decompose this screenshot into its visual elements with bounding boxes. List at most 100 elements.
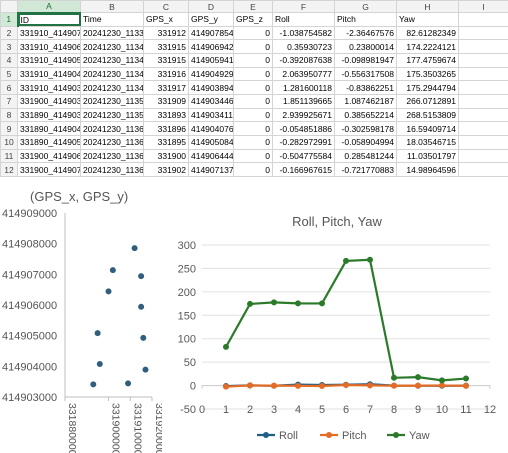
- cell-g8[interactable]: 0.385652214: [334, 107, 397, 123]
- cell-g12[interactable]: -0.721770883: [334, 162, 397, 177]
- cell-b11[interactable]: 20241230_113646: [80, 148, 144, 164]
- row-header-1[interactable]: 1: [0, 12, 19, 27]
- cell-i1[interactable]: [458, 12, 508, 27]
- cell-b9[interactable]: 20241230_113602: [80, 121, 144, 136]
- cell-g1[interactable]: Pitch: [334, 12, 397, 27]
- legend-item-roll[interactable]: Roll: [257, 430, 298, 442]
- legend-item-pitch[interactable]: Pitch: [320, 430, 366, 442]
- cell-f10[interactable]: -0.282972991: [272, 134, 335, 150]
- data-point-yaw[interactable]: [271, 299, 277, 306]
- cell-b2[interactable]: 20241230_113359: [80, 25, 144, 41]
- cell-c12[interactable]: 331902: [143, 162, 189, 177]
- data-point-yaw[interactable]: [295, 300, 301, 307]
- cell-c6[interactable]: 331917: [143, 80, 189, 95]
- scatter-point[interactable]: [140, 334, 147, 341]
- cell-g7[interactable]: 1.087462187: [334, 93, 397, 109]
- cell-c2[interactable]: 331912: [143, 25, 189, 41]
- cell-d2[interactable]: 414907854: [188, 25, 234, 41]
- cell-a8[interactable]: 331890_4149030: [17, 107, 81, 123]
- cell-a6[interactable]: 331910_4149030: [17, 80, 81, 95]
- cell-e2[interactable]: 0: [233, 25, 273, 41]
- scatter-point[interactable]: [131, 245, 138, 252]
- row-header-12[interactable]: 12: [0, 162, 18, 177]
- row-header-10[interactable]: 10: [0, 134, 18, 150]
- column-header-g[interactable]: G: [334, 0, 397, 13]
- data-point-pitch[interactable]: [463, 382, 469, 389]
- cell-f12[interactable]: -0.166967615: [272, 162, 335, 177]
- column-header-d[interactable]: D: [188, 0, 234, 13]
- cell-a9[interactable]: 331890_4149040: [17, 121, 81, 136]
- cell-h6[interactable]: 175.2944794: [396, 80, 459, 95]
- scatter-point[interactable]: [109, 267, 116, 274]
- gps-scatter-chart[interactable]: (GPS_x, GPS_y) 414903000 414904000 4149050…: [0, 177, 162, 453]
- cell-e5[interactable]: 0: [233, 66, 273, 82]
- data-point-yaw[interactable]: [367, 256, 373, 263]
- cell-h9[interactable]: 16.59409714: [396, 121, 459, 136]
- cell-h7[interactable]: 266.0712891: [396, 93, 459, 109]
- cell-b7[interactable]: 20241230_113517: [80, 93, 144, 109]
- cell-f6[interactable]: 1.281600118: [272, 80, 335, 95]
- row-header-8[interactable]: 8: [0, 107, 18, 123]
- cell-a1[interactable]: ID: [17, 12, 81, 27]
- cell-b5[interactable]: 20241230_113444: [80, 66, 144, 82]
- cell-d3[interactable]: 414906942: [188, 39, 234, 54]
- cell-c11[interactable]: 331900: [143, 148, 189, 164]
- cell-a5[interactable]: 331910_4149040: [17, 66, 81, 82]
- cell-a3[interactable]: 331910_4149060: [17, 39, 81, 54]
- data-point-pitch[interactable]: [271, 382, 277, 389]
- cell-i11[interactable]: [458, 148, 508, 164]
- data-point-pitch[interactable]: [319, 382, 325, 389]
- column-header-h[interactable]: H: [396, 0, 459, 13]
- scatter-point[interactable]: [125, 380, 132, 387]
- cell-e3[interactable]: 0: [233, 39, 273, 54]
- cell-h12[interactable]: 14.98964596: [396, 162, 459, 177]
- cell-c5[interactable]: 331916: [143, 66, 189, 82]
- cell-f9[interactable]: -0.054851886: [272, 121, 335, 136]
- cell-h10[interactable]: 18.03546715: [396, 134, 459, 150]
- cell-c10[interactable]: 331895: [143, 134, 189, 150]
- cell-i2[interactable]: [458, 25, 508, 41]
- row-header-11[interactable]: 11: [0, 148, 18, 164]
- column-header-f[interactable]: F: [272, 0, 335, 13]
- data-point-yaw[interactable]: [391, 374, 397, 381]
- cell-h2[interactable]: 82.61282349: [396, 25, 459, 41]
- column-header-e[interactable]: E: [233, 0, 273, 13]
- cell-d8[interactable]: 414903411: [188, 107, 234, 123]
- scatter-point[interactable]: [96, 361, 103, 368]
- cell-b8[interactable]: 20241230_113530: [80, 107, 144, 123]
- cell-f3[interactable]: 0.35930723: [272, 39, 335, 54]
- cell-a11[interactable]: 331900_4149060: [17, 148, 81, 164]
- cell-c4[interactable]: 331915: [143, 52, 189, 68]
- cell-d9[interactable]: 414904076: [188, 121, 234, 136]
- column-header-c[interactable]: C: [143, 0, 189, 13]
- cell-g9[interactable]: -0.302598178: [334, 121, 397, 136]
- cell-i9[interactable]: [458, 121, 508, 136]
- row-header-9[interactable]: 9: [0, 121, 18, 136]
- cell-b1[interactable]: Time: [80, 12, 144, 27]
- cell-e10[interactable]: 0: [233, 134, 273, 150]
- cell-c8[interactable]: 331893: [143, 107, 189, 123]
- cell-c9[interactable]: 331896: [143, 121, 189, 136]
- cell-h11[interactable]: 11.03501797: [396, 148, 459, 164]
- cell-f1[interactable]: Roll: [272, 12, 335, 27]
- row-header-7[interactable]: 7: [0, 93, 18, 109]
- cell-e6[interactable]: 0: [233, 80, 273, 95]
- cell-f2[interactable]: -1.038754582: [272, 25, 335, 41]
- scatter-point[interactable]: [138, 303, 145, 310]
- data-point-pitch[interactable]: [439, 382, 445, 389]
- scatter-point[interactable]: [138, 273, 145, 280]
- cell-b3[interactable]: 20241230_113414: [80, 39, 144, 54]
- cell-a10[interactable]: 331890_4149050: [17, 134, 81, 150]
- cell-e7[interactable]: 0: [233, 93, 273, 109]
- scatter-point[interactable]: [142, 366, 149, 373]
- data-point-pitch[interactable]: [247, 382, 253, 389]
- row-header-4[interactable]: 4: [0, 52, 18, 68]
- row-header-2[interactable]: 2: [0, 25, 18, 41]
- cell-g10[interactable]: -0.058904994: [334, 134, 397, 150]
- cell-h3[interactable]: 174.2224121: [396, 39, 459, 54]
- cell-d4[interactable]: 414905941: [188, 52, 234, 68]
- cell-g2[interactable]: -2.36467576: [334, 25, 397, 41]
- cell-i4[interactable]: [458, 52, 508, 68]
- scatter-point[interactable]: [90, 381, 97, 388]
